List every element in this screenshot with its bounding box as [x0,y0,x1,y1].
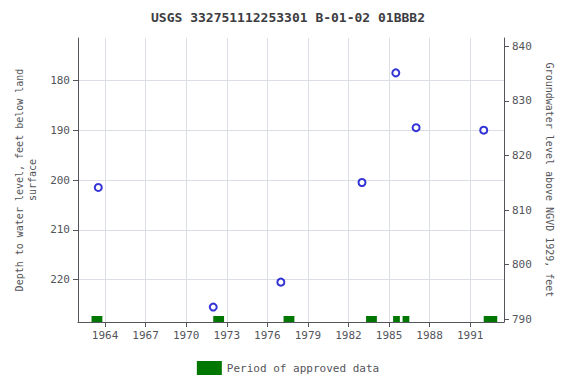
svg-text:200: 200 [50,174,70,187]
svg-text:1988: 1988 [416,329,443,342]
svg-text:1991: 1991 [457,329,484,342]
svg-text:1973: 1973 [214,329,241,342]
svg-text:1982: 1982 [335,329,362,342]
svg-text:190: 190 [50,124,70,137]
svg-text:800: 800 [512,258,532,271]
svg-text:1970: 1970 [173,329,200,342]
svg-text:180: 180 [50,74,70,87]
svg-text:840: 840 [512,40,532,53]
svg-text:1964: 1964 [92,329,119,342]
svg-text:1976: 1976 [254,329,281,342]
svg-text:Depth to water level, feet bel: Depth to water level, feet below land [14,69,25,292]
svg-text:830: 830 [512,94,532,107]
svg-text:1985: 1985 [376,329,403,342]
svg-text:1979: 1979 [295,329,322,342]
svg-text:1967: 1967 [132,329,159,342]
svg-text:Period of approved data: Period of approved data [227,362,379,375]
svg-text:820: 820 [512,149,532,162]
svg-text:Groundwater level above NGVD 1: Groundwater level above NGVD 1929, feet [544,63,555,298]
svg-text:220: 220 [50,273,70,286]
svg-text:USGS 332751112253301 B-01-02 0: USGS 332751112253301 B-01-02 01BBB2 [151,10,425,25]
svg-text:810: 810 [512,204,532,217]
svg-text:surface: surface [27,159,38,201]
svg-text:790: 790 [512,313,532,326]
svg-text:210: 210 [50,223,70,236]
